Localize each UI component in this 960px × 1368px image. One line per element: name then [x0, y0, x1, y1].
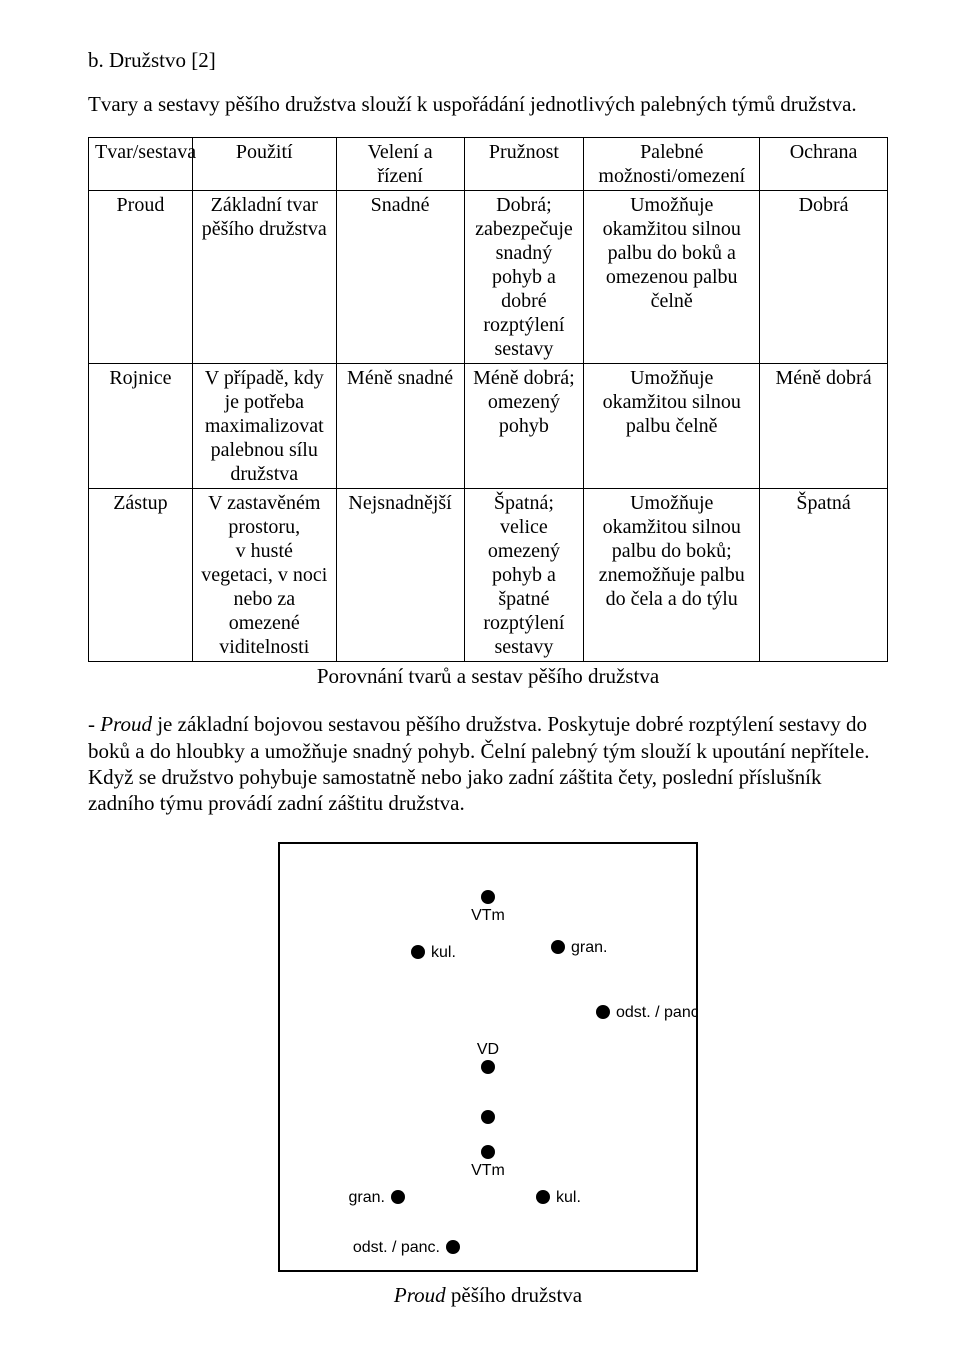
- table-cell: V zastavěném prostoru, v husté vegetaci,…: [192, 489, 336, 662]
- table-header-cell: Tvar/sestava: [89, 138, 193, 191]
- diagram-caption-italic: Proud: [394, 1283, 446, 1307]
- table-cell: Dobrá: [760, 191, 888, 364]
- table-header-cell: Velení a řízení: [336, 138, 464, 191]
- section-heading: b. Družstvo [2]: [88, 48, 888, 73]
- table-cell: Umožňuje okamžitou silnou palbu do boků …: [584, 191, 760, 364]
- table-header-cell: Ochrana: [760, 138, 888, 191]
- svg-text:VTm: VTm: [471, 907, 505, 924]
- table-cell: Méně snadné: [336, 364, 464, 489]
- table-header-row: Tvar/sestava Použití Velení a řízení Pru…: [89, 138, 888, 191]
- svg-text:odst. / panc.: odst. / panc.: [616, 1004, 698, 1021]
- table-cell: Umožňuje okamžitou silnou palbu do boků;…: [584, 489, 760, 662]
- table-cell: V případě, kdy je potřeba maximalizovat …: [192, 364, 336, 489]
- paragraph-lead-italic: - Proud: [88, 712, 152, 736]
- table-header-cell: Palebné možnosti/omezení: [584, 138, 760, 191]
- svg-text:kul.: kul.: [556, 1189, 581, 1206]
- svg-text:kul.: kul.: [431, 944, 456, 961]
- table-row: Zástup V zastavěném prostoru, v husté ve…: [89, 489, 888, 662]
- svg-text:odst. / panc.: odst. / panc.: [353, 1239, 440, 1256]
- comparison-table: Tvar/sestava Použití Velení a řízení Pru…: [88, 137, 888, 662]
- table-cell: Méně dobrá; omezený pohyb: [464, 364, 584, 489]
- table-row: Rojnice V případě, kdy je potřeba maxima…: [89, 364, 888, 489]
- diagram-caption-rest: pěšího družstva: [446, 1283, 582, 1307]
- table-cell: Základní tvar pěšího družstva: [192, 191, 336, 364]
- body-paragraph: - Proud je základní bojovou sestavou pěš…: [88, 711, 888, 816]
- diagram-caption: Proud pěšího družstva: [88, 1283, 888, 1308]
- intro-paragraph: Tvary a sestavy pěšího družstva slouží k…: [88, 91, 888, 117]
- table-row: Proud Základní tvar pěšího družstva Snad…: [89, 191, 888, 364]
- formation-diagram: VTm kul. gran. odst. / panc. VD VTm gran. kul. o…: [278, 842, 698, 1272]
- table-cell: Snadné: [336, 191, 464, 364]
- table-header-cell: Použití: [192, 138, 336, 191]
- table-cell: Špatná: [760, 489, 888, 662]
- svg-text:gran.: gran.: [349, 1189, 385, 1206]
- svg-text:VD: VD: [477, 1041, 499, 1058]
- svg-text:VTm: VTm: [471, 1162, 505, 1179]
- table-cell: Umožňuje okamžitou silnou palbu čelně: [584, 364, 760, 489]
- table-cell: Proud: [89, 191, 193, 364]
- table-caption: Porovnání tvarů a sestav pěšího družstva: [88, 664, 888, 689]
- svg-text:gran.: gran.: [571, 939, 607, 956]
- table-cell: Rojnice: [89, 364, 193, 489]
- paragraph-rest: je základní bojovou sestavou pěšího druž…: [88, 712, 870, 815]
- table-cell: Špatná; velice omezený pohyb a špatné ro…: [464, 489, 584, 662]
- table-header-cell: Pružnost: [464, 138, 584, 191]
- table-cell: Dobrá; zabezpečuje snadný pohyb a dobré …: [464, 191, 584, 364]
- table-cell: Méně dobrá: [760, 364, 888, 489]
- table-cell: Zástup: [89, 489, 193, 662]
- table-cell: Nejsnadnější: [336, 489, 464, 662]
